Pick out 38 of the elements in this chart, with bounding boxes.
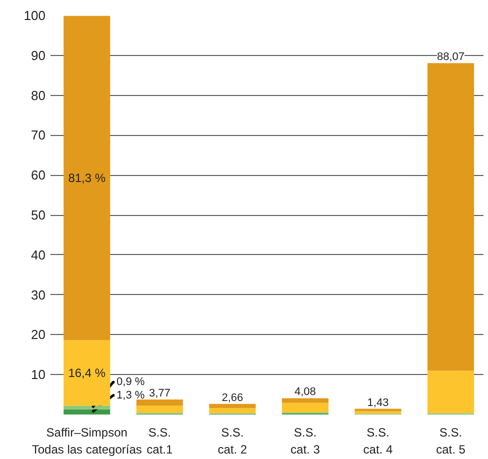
bar [209, 408, 256, 414]
bar [354, 408, 402, 412]
y-tick-label: 30 [31, 287, 46, 302]
bar [282, 402, 328, 413]
x-tick-label: S.S. cat. 4 [363, 426, 393, 456]
total-label: 2,66 [222, 392, 244, 404]
total-label: 1,43 [367, 396, 389, 409]
x-tick-label: Saffir–Simpson Todas las categorías [32, 426, 142, 456]
x-tick-label: S.S. cat. 3 [290, 426, 320, 456]
y-tick-label: 70 [31, 128, 46, 143]
total-label: 3,77 [148, 387, 170, 400]
bar [136, 399, 183, 406]
bar [64, 409, 110, 414]
bar [427, 370, 474, 414]
x-tick-label: S.S. cat. 2 [218, 426, 248, 456]
x-tick-label: S.S. cat.1 [146, 426, 173, 456]
y-tick-label: 50 [31, 208, 46, 222]
data-label: 1,3 % [116, 389, 145, 402]
y-tick-label: 20 [31, 327, 46, 342]
bar [282, 398, 328, 403]
bar [136, 406, 183, 413]
y-tick-label: 90 [31, 48, 46, 63]
y-tick-label: 10 [31, 367, 46, 382]
bar [209, 404, 256, 408]
bar [64, 16, 110, 340]
y-tick-label: 80 [31, 88, 46, 103]
y-tick-label: 60 [31, 168, 46, 183]
bar [64, 406, 110, 410]
data-label: 81,3 % [68, 171, 106, 186]
bar [64, 340, 110, 406]
total-label: 4,08 [294, 386, 316, 398]
y-tick-label: 100 [24, 8, 46, 23]
bar [427, 63, 474, 371]
data-label: 16,4 % [68, 366, 106, 380]
x-tick-label: S.S. cat. 5 [436, 426, 466, 456]
y-tick-label: 40 [31, 247, 46, 262]
data-label: 0,9 % [116, 376, 145, 388]
total-label: 88,07 [436, 51, 465, 64]
